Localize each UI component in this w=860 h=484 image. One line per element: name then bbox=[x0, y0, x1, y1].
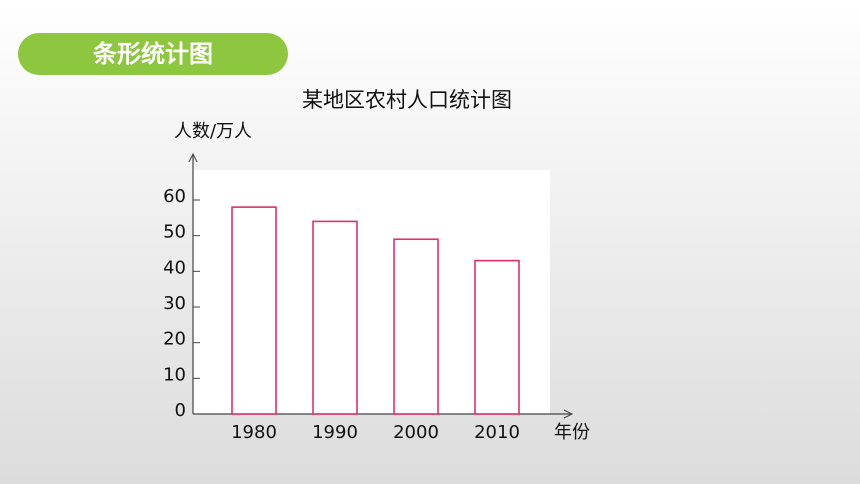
x-arrow bbox=[563, 409, 574, 419]
bar bbox=[474, 259, 520, 415]
x-tick-label: 1990 bbox=[312, 422, 358, 443]
y-tick-label: 60 bbox=[163, 186, 186, 207]
bar bbox=[393, 238, 439, 415]
y-tick-label: 40 bbox=[163, 257, 186, 278]
bar bbox=[312, 220, 358, 415]
bar bbox=[231, 206, 277, 415]
header-label: 条形统计图 bbox=[93, 40, 213, 68]
chart-title: 某地区农村人口统计图 bbox=[302, 88, 512, 112]
y-tick-label: 20 bbox=[163, 329, 186, 350]
x-tick-label: 2000 bbox=[393, 422, 439, 443]
x-axis-label: 年份 bbox=[554, 422, 590, 443]
header-pill bbox=[18, 33, 288, 75]
y-tick-label: 50 bbox=[163, 222, 186, 243]
x-tick-label: 1980 bbox=[231, 422, 277, 443]
y-tick-label: 30 bbox=[163, 293, 186, 314]
y-tick-label: 0 bbox=[175, 400, 186, 421]
y-axis-label: 人数/万人 bbox=[174, 121, 252, 142]
y-arrow bbox=[188, 152, 198, 163]
x-tick-label: 2010 bbox=[474, 422, 520, 443]
y-tick-label: 10 bbox=[163, 364, 186, 385]
